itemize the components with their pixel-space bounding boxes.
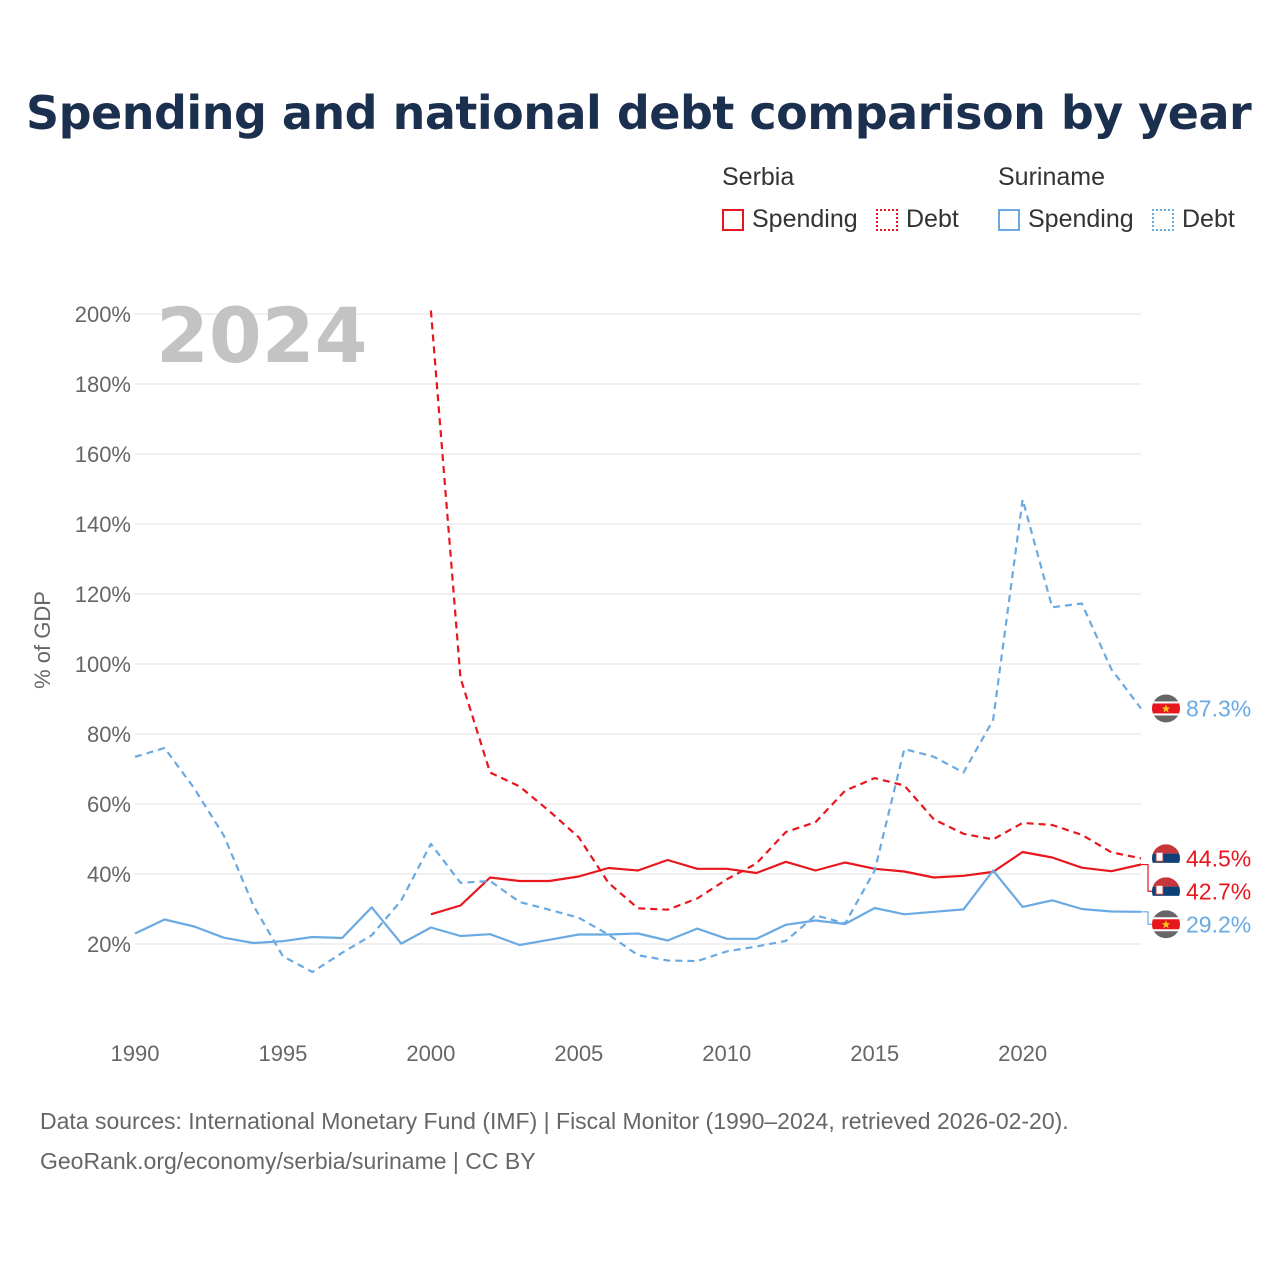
footer-credit[interactable]: GeoRank.org/economy/serbia/suriname | CC… bbox=[40, 1148, 536, 1174]
y-tick-label: 180% bbox=[75, 372, 131, 397]
legend-label: Debt bbox=[906, 205, 959, 233]
legend-swatch-suriname-spending bbox=[998, 208, 1020, 231]
legend-group-suriname: Suriname bbox=[998, 163, 1105, 191]
end-value-label: 87.3% bbox=[1186, 695, 1251, 721]
series-line-serbia-spending[interactable] bbox=[430, 850, 1142, 916]
x-tick-label: 1995 bbox=[258, 1041, 307, 1066]
legend-group-serbia: Serbia bbox=[722, 163, 795, 191]
legend-label: Spending bbox=[1028, 205, 1134, 233]
x-tick-label: 2005 bbox=[554, 1041, 603, 1066]
suriname-flag-icon bbox=[1152, 694, 1180, 723]
end-value-label: 42.7% bbox=[1186, 878, 1251, 904]
highlight-year: 2024 bbox=[156, 291, 368, 380]
legend-serbia-debt[interactable]: Debt bbox=[876, 205, 959, 234]
legend-suriname-debt[interactable]: Debt bbox=[1152, 205, 1235, 234]
serbia-flag-icon bbox=[1152, 877, 1180, 906]
label-connector bbox=[1141, 911, 1153, 925]
y-tick-label: 40% bbox=[87, 862, 131, 887]
y-tick-label: 100% bbox=[75, 652, 131, 677]
x-tick-label: 1990 bbox=[111, 1041, 160, 1066]
suriname-flag-icon bbox=[1152, 910, 1180, 939]
legend-swatch-serbia-spending bbox=[722, 208, 744, 231]
y-tick-label: 80% bbox=[87, 722, 131, 747]
y-tick-label: 200% bbox=[75, 302, 131, 327]
y-tick-label: 20% bbox=[87, 932, 131, 957]
x-tick-label: 2010 bbox=[702, 1041, 751, 1066]
legend-serbia-spending[interactable]: Spending bbox=[722, 205, 858, 234]
legend-label: Spending bbox=[752, 205, 858, 233]
x-tick-label: 2015 bbox=[850, 1041, 899, 1066]
serbia-flag-icon bbox=[1152, 844, 1180, 873]
x-tick-label: 2000 bbox=[406, 1041, 455, 1066]
legend-swatch-suriname-debt bbox=[1152, 208, 1174, 231]
x-tick-label: 2020 bbox=[998, 1041, 1047, 1066]
legend-suriname-spending[interactable]: Spending bbox=[998, 205, 1134, 234]
label-connector bbox=[1141, 863, 1153, 892]
y-tick-label: 160% bbox=[75, 442, 131, 467]
series-line-suriname-spending[interactable] bbox=[134, 869, 1142, 947]
y-tick-label: 120% bbox=[75, 582, 131, 607]
series-line-suriname-debt[interactable] bbox=[134, 498, 1142, 974]
legend-label: Debt bbox=[1182, 205, 1235, 233]
footer-sources: Data sources: International Monetary Fun… bbox=[40, 1108, 1069, 1134]
chart-title: Spending and national debt comparison by… bbox=[26, 86, 1252, 140]
y-tick-label: 140% bbox=[75, 512, 131, 537]
y-tick-label: 60% bbox=[87, 792, 131, 817]
y-axis-label: % of GDP bbox=[30, 591, 55, 689]
end-value-label: 29.2% bbox=[1186, 911, 1251, 937]
legend-swatch-serbia-debt bbox=[876, 208, 898, 231]
series-line-serbia-debt[interactable] bbox=[429, 310, 1142, 911]
end-value-label: 44.5% bbox=[1186, 845, 1251, 871]
